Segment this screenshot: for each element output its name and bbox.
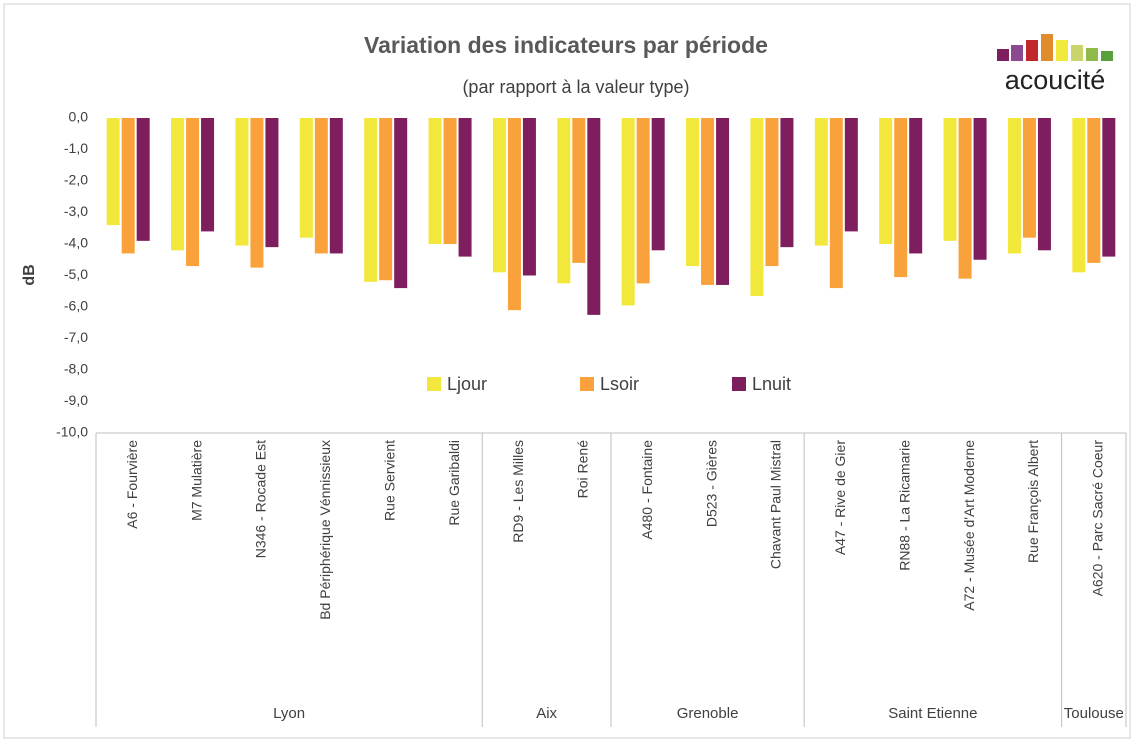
chart-subtitle: (par rapport à la valeur type) [462,77,689,97]
bar [572,118,586,263]
bar [686,118,700,267]
bar [879,118,893,244]
bar [106,118,120,226]
bar [428,118,442,244]
group-label: Grenoble [677,705,739,722]
legend-label: Ljour [447,374,487,394]
y-tick-label: -6,0 [64,298,88,314]
bar [636,118,650,284]
bar [701,118,715,285]
y-tick-label: -7,0 [64,329,88,345]
chart-title: Variation des indicateurs par période [364,32,768,58]
bar [750,118,764,296]
bar [557,118,571,284]
y-tick-label: -4,0 [64,235,88,251]
bar [716,118,730,285]
x-tick-label: RD9 - Les Milles [510,440,526,543]
group-label: Saint Etienne [888,705,977,722]
bar [364,118,378,282]
bar [394,118,408,289]
x-tick-label: Rue Garibaldi [446,440,462,526]
x-tick-label: N346 - Rocade Est [253,440,269,558]
bar [829,118,843,289]
legend-swatch [580,377,594,391]
y-tick-label: -9,0 [64,392,88,408]
x-tick-label: A47 - Rive de Gier [832,440,848,555]
legend-swatch [732,377,746,391]
bar [909,118,923,254]
bar [765,118,779,267]
bar [522,118,536,276]
x-tick-label: RN88 - La Ricamarie [896,440,912,571]
bar [1102,118,1116,257]
logo-bars [997,34,1113,61]
x-tick-label: Roi René [575,440,591,499]
y-tick-label: -8,0 [64,361,88,377]
bar [894,118,908,278]
x-tick-label: Bd Périphérique Vénnissieux [317,440,333,620]
x-tick-label: M7 Mulatière [188,440,204,521]
bar [1007,118,1021,254]
bar [844,118,858,232]
bar [651,118,665,251]
bar [1072,118,1086,273]
x-tick-label: Rue Servient [381,440,397,521]
bar [314,118,328,254]
y-tick-label: -2,0 [64,172,88,188]
x-tick-label: A480 - Fontaine [639,440,655,540]
bar [250,118,264,268]
bar [507,118,521,311]
x-tick-label: D523 - Gières [703,440,719,527]
bar [943,118,957,241]
group-label: Aix [536,705,557,722]
x-tick-label: Chavant Paul Mistral [768,440,784,569]
bar [587,118,601,315]
bar [186,118,200,267]
bar [136,118,150,241]
bar [121,118,135,254]
bar [814,118,828,246]
y-tick-label: -1,0 [64,140,88,156]
bar [621,118,635,306]
legend-swatch [427,377,441,391]
chart-frame [3,3,1131,739]
bar [492,118,506,273]
x-tick-label: A620 - Parc Sacré Coeur [1090,440,1106,597]
y-axis-label: dB [21,264,38,285]
bar [958,118,972,279]
bar [780,118,794,248]
bar [265,118,279,248]
y-tick-label: -10,0 [56,424,88,440]
legend-label: Lsoir [600,374,639,394]
x-tick-label: A72 - Musée d'Art Moderne [961,440,977,611]
bar [443,118,457,244]
bar [1022,118,1036,238]
bar [299,118,313,238]
group-label: Toulouse [1064,705,1124,722]
bar [1037,118,1051,251]
x-tick-label: A6 - Fourvière [124,440,140,529]
bar [201,118,215,232]
bar [458,118,472,257]
y-tick-label: 0,0 [69,109,89,125]
bar [379,118,393,281]
bar [235,118,249,246]
bar [973,118,987,260]
x-tick-label: Rue François Albert [1025,440,1041,563]
legend-label: Lnuit [752,374,791,394]
bar [329,118,343,254]
y-tick-label: -3,0 [64,203,88,219]
bar [1087,118,1101,263]
group-label: Lyon [273,705,305,722]
bar [171,118,185,251]
logo-text: acoucité [1005,65,1106,95]
y-tick-label: -5,0 [64,266,88,282]
